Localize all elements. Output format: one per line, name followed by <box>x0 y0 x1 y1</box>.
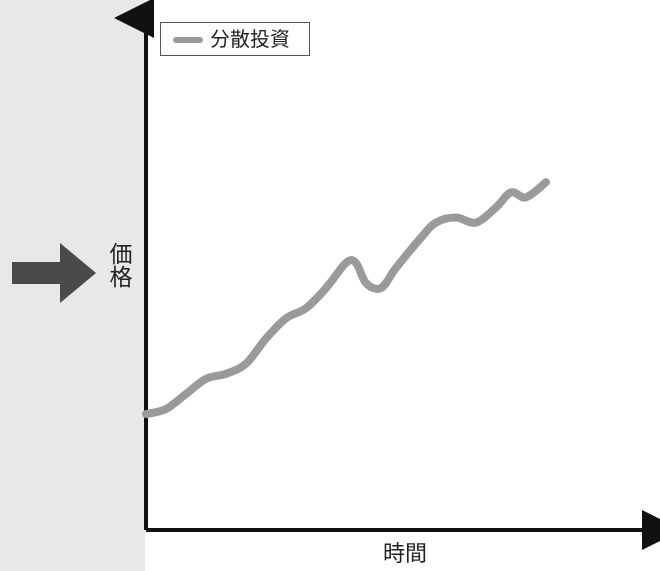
series-point-1-13 <box>365 282 367 284</box>
series-point-1-9 <box>305 307 307 309</box>
left-arrow-icon <box>12 243 96 303</box>
series-point-1-3 <box>185 393 187 395</box>
series-point-1-4 <box>205 378 207 380</box>
series-point-1-18 <box>455 217 457 219</box>
series-point-1-1 <box>145 413 147 415</box>
series-point-1-23 <box>545 181 547 183</box>
legend-label: 分散投資 <box>210 27 290 51</box>
series-point-1-20 <box>495 207 497 209</box>
y-axis-label: 価格 <box>105 242 131 288</box>
series-point-1-21 <box>510 192 512 194</box>
series-point-1-22 <box>525 197 527 199</box>
series-line-1 <box>142 178 550 419</box>
series-point-1-5 <box>225 373 227 375</box>
series-point-1-16 <box>420 237 422 239</box>
series-point-1-19 <box>475 222 477 224</box>
series-layer <box>142 178 550 419</box>
series-point-1-17 <box>435 222 437 224</box>
series-point-1-6 <box>245 363 247 365</box>
series-point-1-8 <box>285 318 287 320</box>
series-point-1-2 <box>165 408 167 410</box>
series-point-1-11 <box>345 262 347 264</box>
series-point-1-15 <box>395 267 397 269</box>
x-axis-label: 時間 <box>382 542 427 567</box>
series-point-1-14 <box>380 287 382 289</box>
chart-panel <box>145 0 660 571</box>
series-point-1-12 <box>355 262 357 264</box>
series-point-1-7 <box>265 338 267 340</box>
series-point-1-10 <box>325 287 327 289</box>
legend: 分散投資 <box>160 22 310 56</box>
legend-swatch <box>173 37 203 43</box>
